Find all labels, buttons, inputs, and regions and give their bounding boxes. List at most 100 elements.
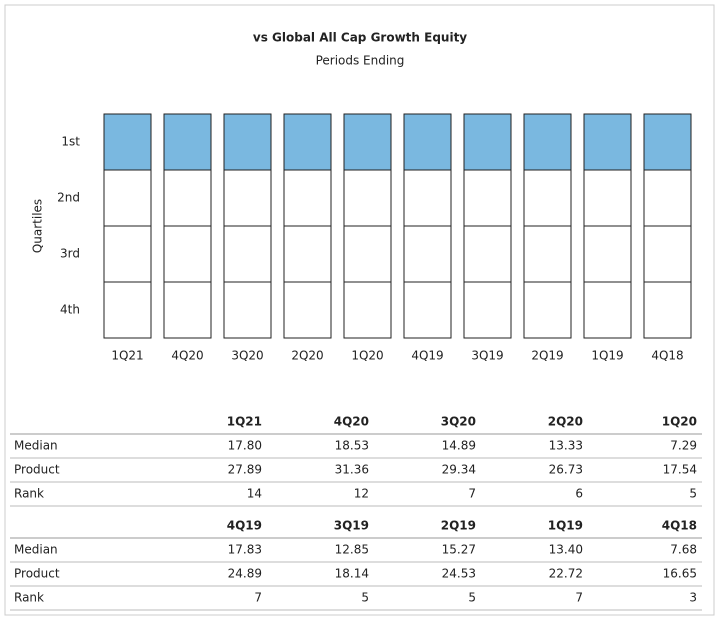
row-label: Rank (14, 487, 44, 501)
quartile-box (223, 281, 272, 339)
column-header: 2Q19 (441, 519, 476, 533)
column-header: 4Q20 (334, 415, 369, 429)
cell: 26.73 (549, 463, 583, 477)
cell: 6 (575, 487, 583, 501)
rank-box (523, 113, 572, 171)
x-tick-label: 1Q19 (591, 349, 623, 363)
cell: 12.85 (335, 543, 369, 557)
x-tick-label: 4Q18 (651, 349, 683, 363)
quartile-box (403, 281, 452, 339)
quartile-box (223, 225, 272, 283)
quartile-box (103, 281, 152, 339)
quartile-box (283, 281, 332, 339)
x-tick-label: 1Q21 (111, 349, 143, 363)
cell: 24.89 (228, 567, 262, 581)
x-tick-label: 4Q20 (171, 349, 203, 363)
cell: 29.34 (442, 463, 476, 477)
cell: 14.89 (442, 439, 476, 453)
quartile-box (343, 169, 392, 227)
x-tick-label: 2Q19 (531, 349, 563, 363)
rank-box (283, 113, 332, 171)
column-header: 1Q19 (548, 519, 583, 533)
quartile-label: 2nd (57, 191, 80, 205)
rank-box (583, 113, 632, 171)
cell: 22.72 (549, 567, 583, 581)
x-tick-label: 1Q20 (351, 349, 383, 363)
quartile-box (223, 169, 272, 227)
quartile-box (103, 225, 152, 283)
quartile-box (463, 169, 512, 227)
cell: 15.27 (442, 543, 476, 557)
cell: 7 (254, 591, 262, 605)
cell: 13.33 (549, 439, 583, 453)
cell: 17.83 (228, 543, 262, 557)
column-header: 4Q19 (227, 519, 262, 533)
chart-title: vs Global All Cap Growth Equity (253, 31, 467, 45)
y-axis-label: Quartiles (31, 199, 45, 253)
quartile-box (643, 281, 692, 339)
column-header: 1Q20 (662, 415, 697, 429)
quartile-box (463, 225, 512, 283)
cell: 12 (354, 487, 369, 501)
rank-box (223, 113, 272, 171)
chart-subtitle: Periods Ending (316, 54, 405, 68)
cell: 24.53 (442, 567, 476, 581)
quartile-box (523, 169, 572, 227)
quartile-box (163, 281, 212, 339)
row-label: Rank (14, 591, 44, 605)
cell: 7 (468, 487, 476, 501)
rank-box (643, 113, 692, 171)
rank-box (163, 113, 212, 171)
quartile-box (643, 169, 692, 227)
quartile-box (163, 169, 212, 227)
cell: 5 (468, 591, 476, 605)
quartile-box (583, 281, 632, 339)
cell: 7 (575, 591, 583, 605)
column-header: 3Q20 (441, 415, 476, 429)
quartile-label: 3rd (60, 247, 80, 261)
cell: 3 (689, 591, 697, 605)
cell: 13.40 (549, 543, 583, 557)
quartile-label: 1st (61, 135, 80, 149)
quartile-box (523, 281, 572, 339)
x-tick-label: 3Q19 (471, 349, 503, 363)
row-label: Product (14, 567, 60, 581)
quartile-box (463, 281, 512, 339)
rank-box (403, 113, 452, 171)
frame (4, 4, 715, 616)
quartile-box (103, 169, 152, 227)
quartile-label: 4th (60, 303, 80, 317)
x-tick-label: 4Q19 (411, 349, 443, 363)
quartile-box (523, 225, 572, 283)
cell: 5 (689, 487, 697, 501)
row-label: Median (14, 439, 58, 453)
column-header: 3Q19 (334, 519, 369, 533)
cell: 18.53 (335, 439, 369, 453)
x-tick-label: 2Q20 (291, 349, 323, 363)
quartile-box (643, 225, 692, 283)
quartile-box (343, 225, 392, 283)
row-label: Median (14, 543, 58, 557)
cell: 7.29 (670, 439, 697, 453)
rank-box (463, 113, 512, 171)
quartile-box (343, 281, 392, 339)
quartile-box (583, 225, 632, 283)
quartile-box (403, 169, 452, 227)
column-header: 4Q18 (662, 519, 697, 533)
cell: 17.54 (663, 463, 697, 477)
rank-box (343, 113, 392, 171)
rank-box (103, 113, 152, 171)
quartile-box (583, 169, 632, 227)
row-label: Product (14, 463, 60, 477)
column-header: 1Q21 (227, 415, 262, 429)
cell: 27.89 (228, 463, 262, 477)
cell: 7.68 (670, 543, 697, 557)
cell: 18.14 (335, 567, 369, 581)
cell: 16.65 (663, 567, 697, 581)
cell: 31.36 (335, 463, 369, 477)
quartile-box (283, 225, 332, 283)
cell: 17.80 (228, 439, 262, 453)
x-tick-label: 3Q20 (231, 349, 263, 363)
column-header: 2Q20 (548, 415, 583, 429)
